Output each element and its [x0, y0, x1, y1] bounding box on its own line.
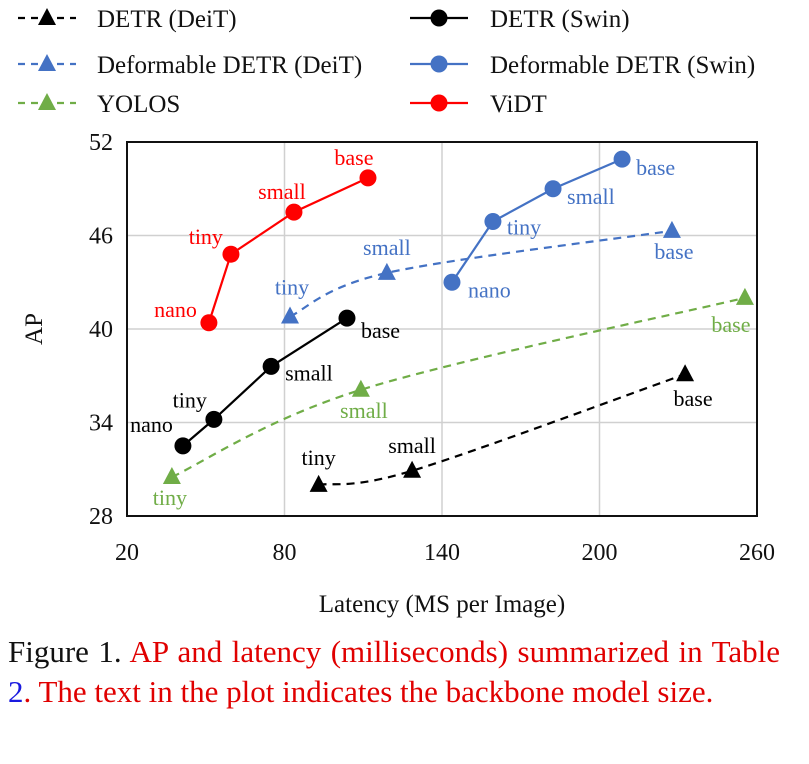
series-deformable-detr-swin-: nano tiny small base — [443, 150, 675, 302]
point-label: small — [285, 360, 333, 385]
point-label: tiny — [173, 387, 207, 412]
point-label: small — [363, 235, 411, 260]
circle-marker — [338, 309, 356, 327]
triangle-marker — [281, 306, 300, 324]
figure-caption: Figure 1. AP and latency (milliseconds) … — [8, 632, 780, 712]
series-line — [207, 176, 369, 324]
point-label: nano — [468, 277, 511, 302]
triangle-marker — [377, 262, 396, 280]
x-axis-label: Latency (MS per Image) — [319, 591, 565, 618]
legend-item: Deformable DETR (Swin) — [410, 52, 755, 79]
point-label: small — [388, 433, 436, 458]
series-line — [182, 317, 348, 447]
triangle-marker — [38, 54, 56, 71]
x-tick-label: 140 — [424, 540, 460, 566]
caption-table-ref[interactable]: 2 — [8, 674, 24, 709]
point-label: small — [340, 398, 388, 423]
point-label: tiny — [507, 214, 541, 239]
series-line — [171, 296, 746, 479]
legend-label: YOLOS — [97, 91, 180, 118]
triangle-marker — [351, 379, 370, 397]
legend-label: DETR (DeiT) — [97, 6, 237, 33]
x-tick-label: 80 — [273, 540, 297, 566]
point-label: nano — [154, 297, 197, 322]
legend-item: Deformable DETR (DeiT) — [18, 52, 362, 79]
point-label: base — [361, 318, 400, 343]
triangle-marker — [162, 467, 181, 485]
circle-marker — [430, 94, 448, 112]
circle-marker — [285, 203, 303, 221]
point-label: base — [334, 145, 373, 170]
legend-label: DETR (Swin) — [490, 6, 630, 33]
legend-item: DETR (Swin) — [410, 6, 630, 33]
circle-marker — [205, 410, 223, 428]
x-tick-label: 200 — [582, 540, 618, 566]
y-tick-label: 40 — [89, 317, 113, 343]
legend-item: DETR (DeiT) — [18, 6, 237, 33]
y-tick-label: 52 — [89, 130, 113, 156]
triangle-marker — [403, 460, 422, 478]
circle-marker — [200, 314, 218, 332]
point-label: base — [711, 312, 750, 337]
point-label: tiny — [302, 445, 336, 470]
point-label: tiny — [189, 224, 223, 249]
circle-marker — [430, 55, 448, 73]
y-axis-label: AP — [21, 313, 48, 345]
y-tick-label: 46 — [89, 224, 113, 250]
circle-marker — [613, 150, 631, 168]
caption-label: Figure 1. — [8, 634, 122, 669]
point-label: nano — [130, 412, 173, 437]
latency-ap-chart: 20 80 140 200 260 28 34 40 46 52 Latency (MS per I… — [18, 6, 775, 618]
point-label: tiny — [153, 485, 187, 510]
legend-label: Deformable DETR (Swin) — [490, 52, 755, 79]
circle-marker — [443, 273, 461, 291]
series-line — [289, 229, 673, 318]
legend-label: ViDT — [490, 91, 547, 118]
circle-marker — [430, 9, 448, 27]
point-label: base — [636, 155, 675, 180]
circle-marker — [262, 357, 280, 375]
series-line — [451, 158, 623, 283]
circle-marker — [222, 245, 240, 263]
point-label: base — [654, 239, 693, 264]
point-label: small — [258, 179, 306, 204]
circle-marker — [544, 180, 562, 198]
triangle-marker — [38, 8, 56, 25]
series-deformable-detr-deit-: tiny small base — [275, 220, 693, 324]
x-tick-label: 20 — [115, 540, 139, 566]
point-label: base — [674, 386, 713, 411]
circle-marker — [484, 212, 502, 230]
point-label: small — [567, 184, 615, 209]
triangle-marker — [662, 220, 681, 238]
y-tick-label: 28 — [89, 504, 113, 530]
triangle-marker — [309, 474, 328, 492]
point-label: tiny — [275, 275, 309, 300]
caption-text-2: . The text in the plot indicates the bac… — [23, 674, 714, 709]
caption-text-1: AP and latency (milliseconds) summa­rize… — [129, 634, 781, 669]
series-vidt: nano tiny small base — [154, 145, 377, 332]
series-line — [318, 373, 686, 486]
legend-item: ViDT — [410, 91, 547, 118]
y-tick-label: 34 — [89, 411, 113, 437]
legend-label: Deformable DETR (DeiT) — [97, 52, 362, 79]
legend-item: YOLOS — [18, 91, 180, 118]
triangle-marker — [38, 93, 56, 110]
triangle-marker — [676, 364, 695, 382]
x-tick-label: 260 — [739, 540, 775, 566]
circle-marker — [359, 169, 377, 187]
triangle-marker — [735, 287, 754, 305]
circle-marker — [174, 437, 192, 455]
plot-frame — [126, 141, 758, 517]
